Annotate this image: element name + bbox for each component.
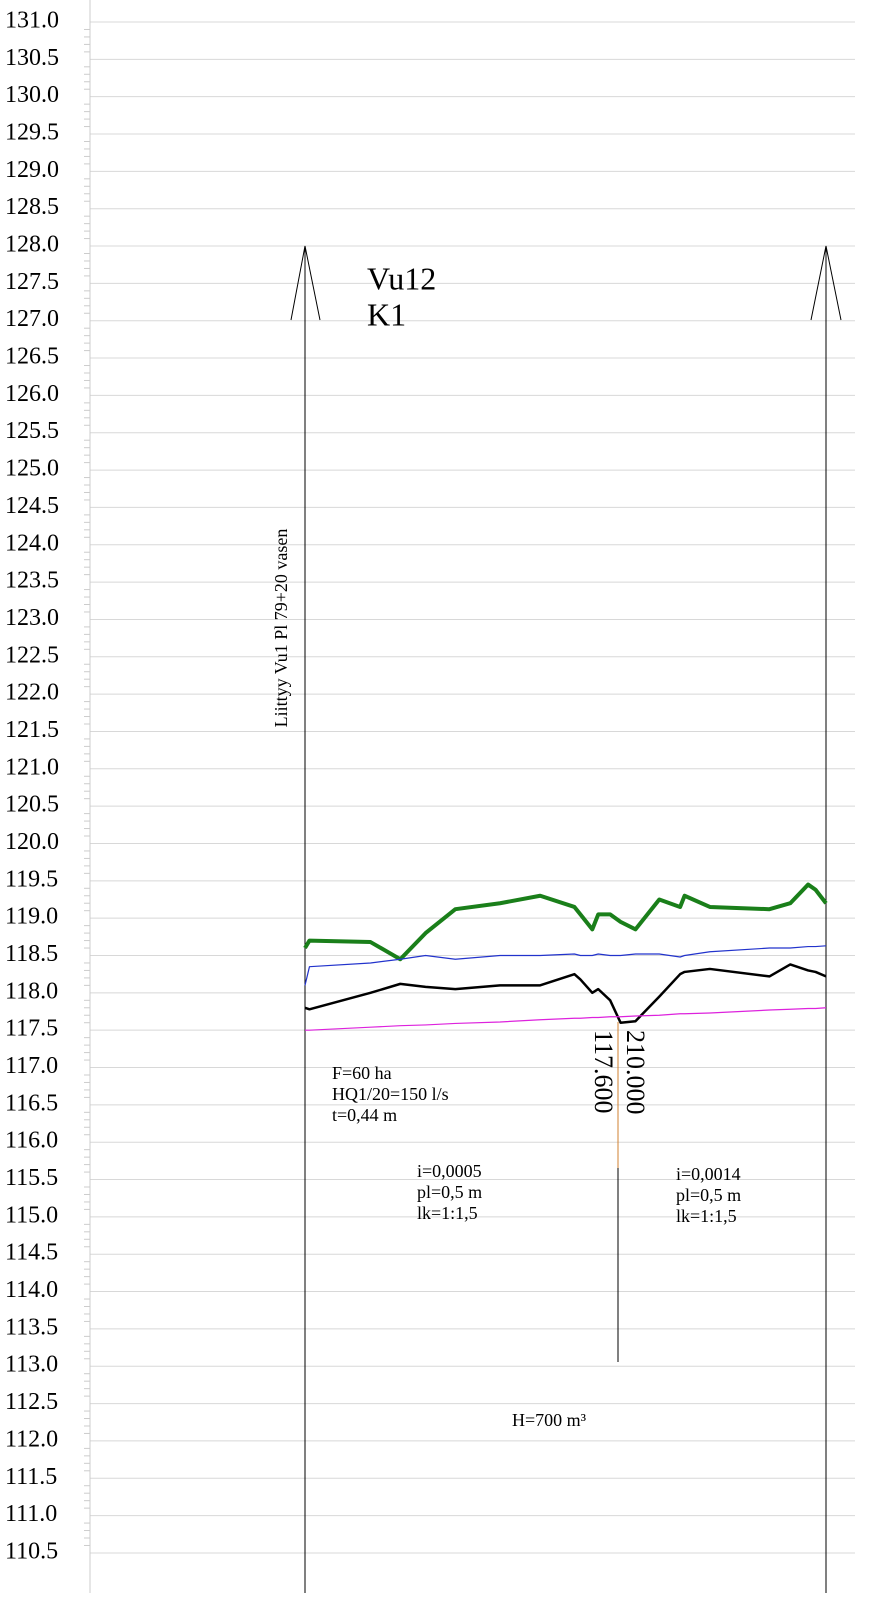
y-tick-label: 115.0 [5,1202,58,1228]
arrow [290,245,321,321]
y-tick-label: 110.5 [5,1538,58,1564]
y-tick-label: 115.5 [5,1165,58,1191]
note: lk=1:1,5 [676,1206,737,1226]
y-tick-label: 121.5 [5,717,59,743]
y-tick-label: 120.5 [5,792,59,818]
y-tick-label: 128.5 [5,194,59,220]
y-tick-label: 117.5 [5,1016,58,1042]
y-tick-label: 113.5 [5,1314,58,1340]
note: lk=1:1,5 [417,1203,478,1223]
y-tick-label: 116.0 [5,1128,58,1154]
y-tick-label: 123.0 [5,605,59,631]
y-tick-label: 114.0 [5,1277,58,1303]
y-tick-label: 116.5 [5,1090,58,1116]
y-tick-label: 119.5 [5,866,58,892]
y-tick-label: 114.5 [5,1240,58,1266]
note: pl=0,5 m [676,1185,741,1205]
y-tick-label: 125.0 [5,456,59,482]
y-tick-label: 125.5 [5,418,59,444]
lines [303,882,828,1031]
y-tick-label: 122.0 [5,680,59,706]
profile-name: Vu12 [367,260,436,296]
profile-line [304,963,827,1024]
y-tick-label: 130.5 [5,45,59,71]
note: t=0,44 m [332,1105,397,1125]
y-tick-label: 117.0 [5,1053,58,1079]
y-tick-label: 129.0 [5,157,59,183]
profile-line [303,882,828,962]
y-tick-label: 118.0 [5,978,58,1004]
y-tick-label: 111.5 [5,1464,57,1490]
y-tick-label: 120.0 [5,829,59,855]
y-tick-label: 127.5 [5,269,59,295]
y-tick-label: 126.0 [5,381,59,407]
note: i=0,0005 [417,1161,482,1181]
note: pl=0,5 m [417,1182,482,1202]
y-tick-label: 111.0 [5,1501,57,1527]
note: HQ1/20=150 l/s [332,1084,449,1104]
y-tick-label: 119.0 [5,904,58,930]
y-tick-label: 130.0 [5,82,59,108]
y-tick-label: 129.5 [5,120,59,146]
profile-code: K1 [367,296,406,332]
frame [290,245,842,1593]
axis: 131.0 130.5 130.0 129.5 129.0 128.5 128.0 127.5… [5,0,855,1593]
note: i=0,0014 [676,1164,741,1184]
y-tick-label: 123.5 [5,568,59,594]
y-tick-label: 131.0 [5,8,59,34]
y-tick-label: 112.0 [5,1426,58,1452]
y-tick-label: 128.0 [5,232,59,258]
connection-label: Liittyy Vu1 Pl 79+20 vasen [271,529,291,728]
y-tick-label: 121.0 [5,754,59,780]
arrow [810,245,842,321]
y-tick-label: 122.5 [5,642,59,668]
y-tick-label: 124.5 [5,493,59,519]
profile-line [304,945,827,986]
note: F=60 ha [332,1063,392,1083]
volume-label: H=700 m³ [512,1410,587,1430]
y-tick-label: 126.5 [5,344,59,370]
y-tick-label: 124.0 [5,530,59,556]
y-tick-label: 127.0 [5,306,59,332]
y-tick-label: 112.5 [5,1389,58,1415]
profile-line [305,1007,827,1031]
station-label: 210.000 [621,1030,650,1115]
station-level: 117.600 [589,1030,618,1114]
y-tick-label: 113.0 [5,1352,58,1378]
y-tick-label: 118.5 [5,941,58,967]
